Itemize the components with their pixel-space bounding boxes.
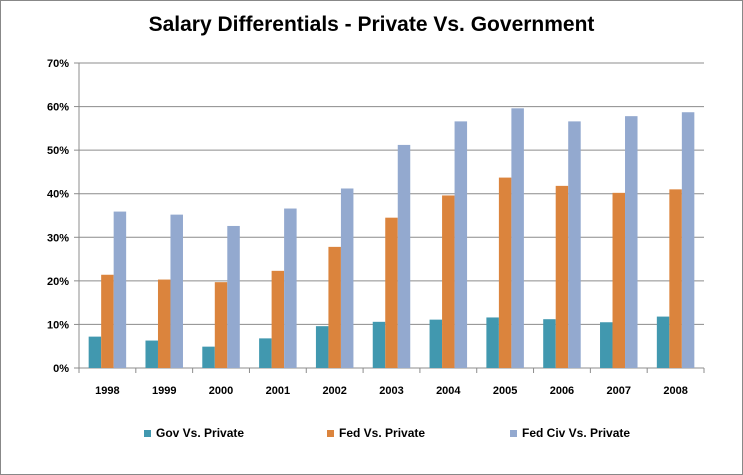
bar xyxy=(669,189,682,368)
legend-swatch-gov xyxy=(144,429,151,437)
y-tick-label: 70% xyxy=(47,58,69,70)
bar xyxy=(271,270,285,368)
legend-label-gov: Gov Vs. Private xyxy=(156,426,245,440)
x-tick-label: 2008 xyxy=(663,385,687,397)
x-tick-label: 2007 xyxy=(607,385,631,397)
y-tick-label: 0% xyxy=(53,363,69,375)
chart-title: Salary Differentials - Private Vs. Gover… xyxy=(148,13,595,36)
bar xyxy=(157,279,171,368)
bar xyxy=(145,340,158,368)
y-tick-label: 40% xyxy=(47,189,69,201)
y-tick-label: 10% xyxy=(47,319,69,331)
bar xyxy=(600,322,613,368)
bar xyxy=(612,192,626,368)
bar xyxy=(202,346,215,368)
bar xyxy=(511,108,524,369)
y-tick-label: 60% xyxy=(47,102,69,114)
bar xyxy=(113,211,127,368)
legend-item-fed: Fed Vs. Private xyxy=(327,425,425,441)
bar xyxy=(170,214,183,368)
bar xyxy=(315,326,329,368)
legend-label-fed: Fed Vs. Private xyxy=(339,426,426,440)
x-tick-label: 2003 xyxy=(379,385,403,397)
x-tick-label: 2000 xyxy=(209,385,233,397)
bar xyxy=(259,338,272,368)
x-tick-label: 2002 xyxy=(322,385,346,397)
bar xyxy=(543,319,556,368)
bar xyxy=(385,217,398,368)
bar xyxy=(340,188,354,368)
bar xyxy=(656,316,670,368)
bar xyxy=(328,246,341,368)
bar xyxy=(681,112,695,368)
x-tick-label: 1999 xyxy=(152,385,176,397)
bar xyxy=(442,195,455,368)
x-tick-label: 2005 xyxy=(493,385,517,397)
bar xyxy=(88,336,102,368)
y-tick-label: 50% xyxy=(47,145,69,157)
y-tick-label: 20% xyxy=(47,276,69,288)
bar xyxy=(498,177,512,368)
legend-label-fedciv: Fed Civ Vs. Private xyxy=(522,426,631,440)
bar xyxy=(429,319,443,368)
legend-swatch-fedciv xyxy=(510,429,517,437)
x-tick-label: 2001 xyxy=(266,385,290,397)
x-tick-label: 2004 xyxy=(436,385,461,397)
bar xyxy=(372,321,386,368)
y-tick-label: 30% xyxy=(47,232,69,244)
bar xyxy=(397,144,411,368)
bar xyxy=(284,208,297,368)
bar xyxy=(555,185,569,368)
legend: Gov Vs. Private Fed Vs. Private Fed Civ … xyxy=(1,425,742,443)
legend-item-gov: Gov Vs. Private xyxy=(144,425,244,441)
bar xyxy=(454,121,468,368)
x-tick-label: 2006 xyxy=(550,385,574,397)
bar xyxy=(214,282,228,368)
bar xyxy=(568,121,581,368)
bar xyxy=(227,225,240,368)
legend-swatch-fed xyxy=(327,429,334,437)
bar xyxy=(101,274,114,368)
bar xyxy=(486,317,499,368)
x-tick-label: 1998 xyxy=(95,385,119,397)
bar xyxy=(625,116,638,369)
legend-item-fedciv: Fed Civ Vs. Private xyxy=(510,425,630,441)
